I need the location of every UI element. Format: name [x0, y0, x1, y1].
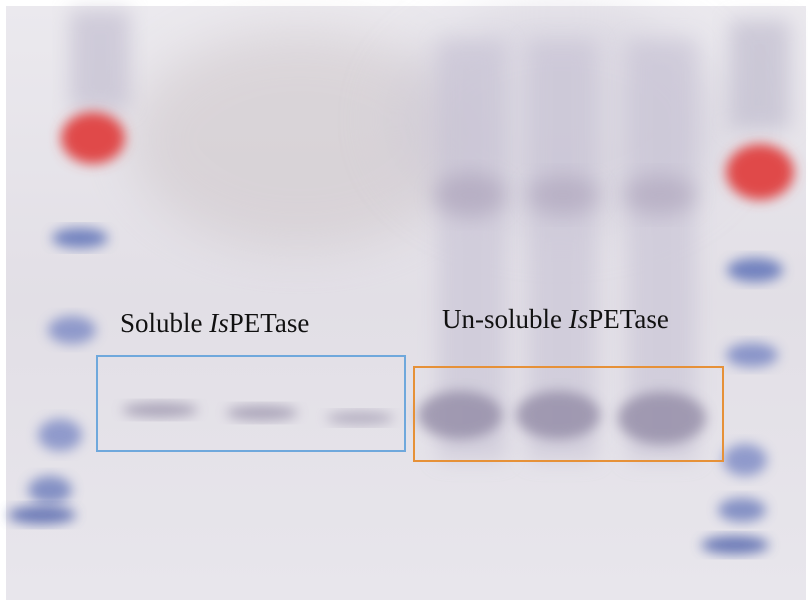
unsoluble-label-italic: Is [568, 304, 589, 334]
soluble-label-italic: Is [209, 308, 229, 338]
soluble-lanes [122, 403, 394, 424]
marker-lane-left [8, 10, 130, 524]
marker-lane-right [701, 20, 794, 554]
unsoluble-lanes [418, 40, 706, 460]
soluble-highlight-box [96, 355, 406, 452]
soluble-ispetase-label: Soluble IsPETase [120, 308, 310, 338]
unsoluble-highlight-box [413, 366, 724, 462]
unsoluble-ispetase-label: Un-soluble IsPETase [442, 304, 669, 334]
